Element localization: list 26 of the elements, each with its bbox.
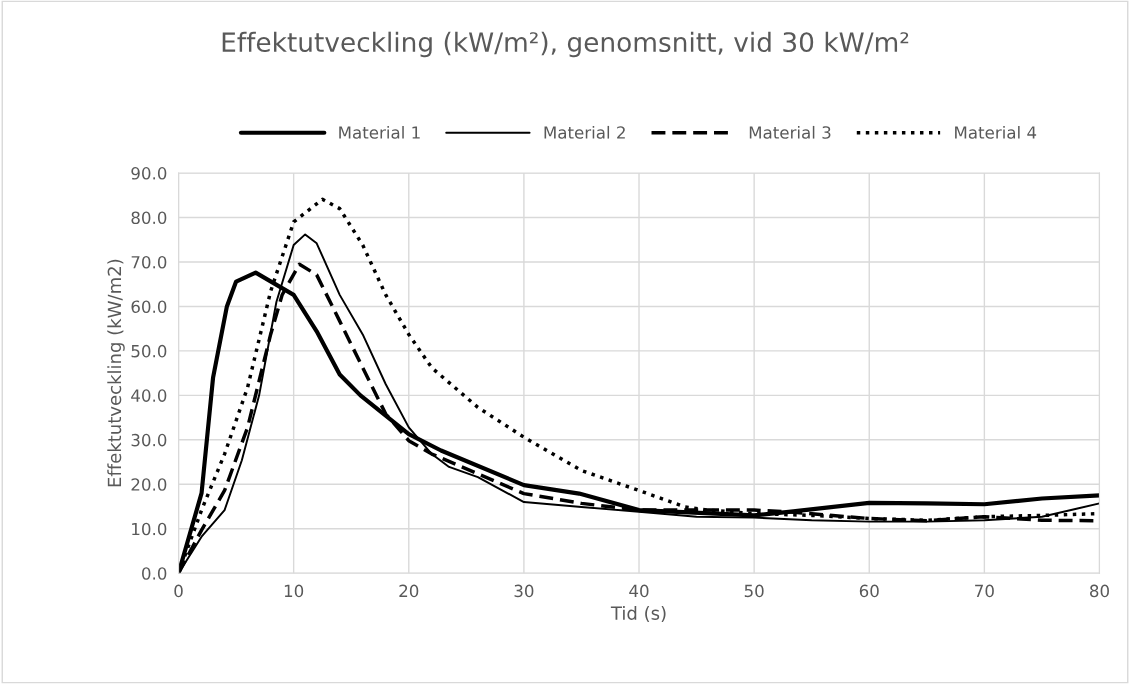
y-tick-label: 50.0 bbox=[131, 344, 167, 358]
legend-label: Material 1 bbox=[339, 125, 420, 139]
legend-label: Material 4 bbox=[955, 125, 1037, 139]
y-tick-label: 90.0 bbox=[131, 167, 167, 180]
chart-title: Effektutveckling (kW/m²), genomsnitt, vid 30 kW/m² bbox=[222, 31, 909, 58]
legend-label: Material 2 bbox=[544, 125, 625, 139]
legend-label: Material 3 bbox=[749, 125, 831, 139]
x-tick-label: 20 bbox=[399, 584, 419, 598]
y-tick-label: 20.0 bbox=[131, 478, 167, 491]
y-tick-label: 70.0 bbox=[131, 255, 167, 269]
x-tick-label: 10 bbox=[284, 584, 304, 598]
y-tick-label: 60.0 bbox=[131, 300, 167, 313]
x-tick-label: 0 bbox=[174, 584, 183, 598]
x-tick-label: 30 bbox=[514, 584, 534, 598]
y-tick-label: 30.0 bbox=[131, 433, 167, 447]
x-tick-label: 50 bbox=[744, 584, 764, 598]
x-tick-label: 40 bbox=[629, 584, 649, 598]
x-tick-label: 60 bbox=[859, 584, 879, 598]
y-axis-title: Effektutveckling (kW/m2) bbox=[107, 259, 125, 487]
x-tick-label: 70 bbox=[975, 584, 994, 598]
x-axis-title: Tid (s) bbox=[610, 605, 666, 623]
y-tick-label: 0.0 bbox=[142, 567, 167, 580]
y-tick-label: 40.0 bbox=[131, 389, 167, 402]
y-tick-label: 10.0 bbox=[132, 522, 167, 536]
y-tick-label: 80.0 bbox=[131, 211, 167, 225]
x-tick-label: 80 bbox=[1090, 584, 1109, 598]
